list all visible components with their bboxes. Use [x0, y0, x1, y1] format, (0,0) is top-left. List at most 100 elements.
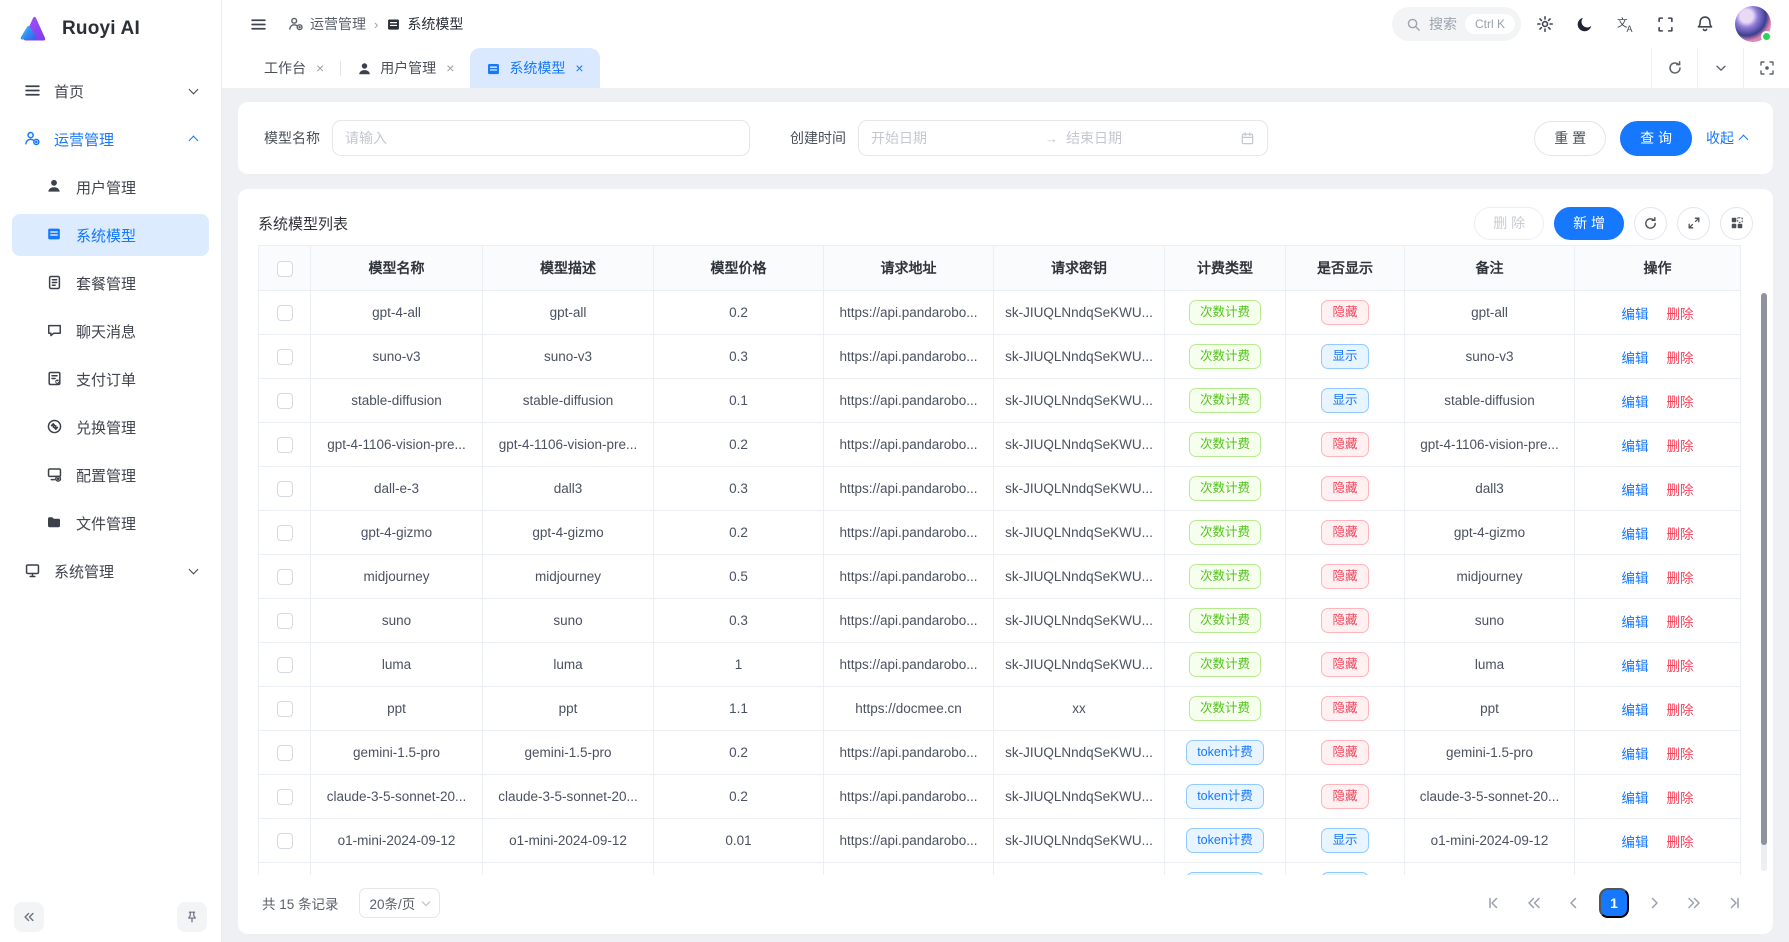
- delete-link[interactable]: 删除: [1666, 746, 1694, 762]
- sidebar-item-user-management[interactable]: 用户管理: [12, 166, 209, 208]
- row-checkbox[interactable]: [276, 568, 293, 585]
- delete-link[interactable]: 删除: [1666, 702, 1694, 718]
- sidebar-item-system-model[interactable]: 系统模型: [12, 214, 209, 256]
- global-search-button[interactable]: 搜索 Ctrl K: [1392, 7, 1521, 41]
- request-key-cell: xx: [993, 686, 1165, 731]
- delete-link[interactable]: 删除: [1666, 438, 1694, 454]
- page-size-select[interactable]: 20条/页: [358, 888, 441, 918]
- date-range-picker[interactable]: →: [858, 120, 1268, 156]
- reset-button[interactable]: 重 置: [1534, 120, 1607, 156]
- next-5-pages-button[interactable]: [1679, 888, 1709, 918]
- sidebar-item-system-management[interactable]: 系统管理: [12, 550, 209, 592]
- tab-menu-button[interactable]: [1697, 48, 1743, 88]
- current-page-button[interactable]: 1: [1599, 888, 1629, 918]
- breadcrumb-item-system-model[interactable]: 系统模型: [386, 14, 463, 34]
- tab-system-model[interactable]: 系统模型 ×: [470, 48, 600, 88]
- delete-link[interactable]: 删除: [1666, 394, 1694, 410]
- add-button[interactable]: 新 增: [1554, 206, 1624, 240]
- delete-button[interactable]: 删 除: [1474, 206, 1545, 240]
- edit-link[interactable]: 编辑: [1621, 350, 1649, 366]
- sidebar-item-package-management[interactable]: 套餐管理: [12, 262, 209, 304]
- delete-link[interactable]: 删除: [1666, 482, 1694, 498]
- sidebar-item-chat-messages[interactable]: 聊天消息: [12, 310, 209, 352]
- delete-link[interactable]: 删除: [1666, 350, 1694, 366]
- content-fullscreen-button[interactable]: [1743, 48, 1789, 88]
- table-fullscreen-button[interactable]: [1677, 206, 1710, 240]
- row-checkbox[interactable]: [276, 304, 293, 321]
- brand-area[interactable]: Ruoyi AI: [0, 0, 221, 58]
- column-settings-button[interactable]: [1720, 206, 1753, 240]
- end-date-input[interactable]: [1066, 130, 1232, 146]
- table-row: suno suno 0.3 https://api.pandarobo... sk-JI…: [258, 598, 1741, 643]
- edit-link[interactable]: 编辑: [1621, 746, 1649, 762]
- collapse-filter-link[interactable]: 收起: [1706, 128, 1749, 148]
- table-vertical-scrollbar[interactable]: [1761, 293, 1767, 871]
- edit-link[interactable]: 编辑: [1621, 570, 1649, 586]
- dark-mode-toggle[interactable]: [1569, 8, 1601, 40]
- sidebar-pin-button[interactable]: [177, 902, 207, 932]
- notifications-button[interactable]: [1689, 8, 1721, 40]
- row-checkbox[interactable]: [276, 832, 293, 849]
- sidebar-item-payment-orders[interactable]: 支付订单: [12, 358, 209, 400]
- row-checkbox[interactable]: [276, 744, 293, 761]
- delete-link[interactable]: 删除: [1666, 614, 1694, 630]
- sidebar-item-config-management[interactable]: 配置管理: [12, 454, 209, 496]
- user-icon: [46, 178, 64, 196]
- close-tab-icon[interactable]: ×: [316, 60, 325, 76]
- close-tab-icon[interactable]: ×: [446, 60, 455, 76]
- delete-link[interactable]: 删除: [1666, 834, 1694, 850]
- close-tab-icon[interactable]: ×: [575, 60, 584, 76]
- tab-workbench[interactable]: 工作台 ×: [248, 48, 340, 88]
- edit-link[interactable]: 编辑: [1621, 702, 1649, 718]
- edit-link[interactable]: 编辑: [1621, 306, 1649, 322]
- sidebar-item-redeem-management[interactable]: 兑换管理: [12, 406, 209, 448]
- row-checkbox[interactable]: [276, 348, 293, 365]
- start-date-input[interactable]: [871, 130, 1037, 146]
- tab-user-management[interactable]: 用户管理 ×: [341, 48, 470, 88]
- edit-link[interactable]: 编辑: [1621, 834, 1649, 850]
- edit-link[interactable]: 编辑: [1621, 790, 1649, 806]
- delete-link[interactable]: 删除: [1666, 658, 1694, 674]
- edit-link[interactable]: 编辑: [1621, 482, 1649, 498]
- hamburger-menu-button[interactable]: [242, 8, 274, 40]
- next-page-button[interactable]: [1639, 888, 1669, 918]
- row-checkbox[interactable]: [276, 436, 293, 453]
- table-scroll-area[interactable]: 模型名称 模型描述 模型价格 请求地址 请求密钥 计费类型 是否显示 备注 操作 gpt-4-a…: [258, 245, 1742, 875]
- select-all-checkbox[interactable]: [276, 260, 293, 277]
- sidebar-item-home[interactable]: 首页: [12, 70, 209, 112]
- delete-link[interactable]: 删除: [1666, 570, 1694, 586]
- row-checkbox[interactable]: [276, 700, 293, 717]
- delete-link[interactable]: 删除: [1666, 790, 1694, 806]
- last-page-button[interactable]: [1719, 888, 1749, 918]
- settings-button[interactable]: [1529, 8, 1561, 40]
- scrollbar-thumb[interactable]: [1761, 293, 1767, 845]
- delete-link[interactable]: 删除: [1666, 526, 1694, 542]
- row-checkbox[interactable]: [276, 524, 293, 541]
- edit-link[interactable]: 编辑: [1621, 394, 1649, 410]
- edit-link[interactable]: 编辑: [1621, 614, 1649, 630]
- row-checkbox[interactable]: [276, 656, 293, 673]
- breadcrumb-item-operations[interactable]: 运营管理: [288, 14, 366, 34]
- model-name-input[interactable]: [332, 120, 750, 156]
- sidebar-item-operations[interactable]: 运营管理: [12, 118, 209, 160]
- row-checkbox[interactable]: [276, 480, 293, 497]
- edit-link[interactable]: 编辑: [1621, 438, 1649, 454]
- prev-page-button[interactable]: [1559, 888, 1589, 918]
- prev-5-pages-button[interactable]: [1519, 888, 1549, 918]
- edit-link[interactable]: 编辑: [1621, 658, 1649, 674]
- sidebar-collapse-button[interactable]: [14, 902, 44, 932]
- row-checkbox[interactable]: [276, 788, 293, 805]
- row-checkbox[interactable]: [276, 392, 293, 409]
- user-avatar[interactable]: [1735, 6, 1772, 42]
- search-button[interactable]: 查 询: [1620, 120, 1692, 156]
- model-name-cell: dall-e-3: [310, 466, 483, 511]
- refresh-table-button[interactable]: [1634, 206, 1667, 240]
- first-page-button[interactable]: [1479, 888, 1509, 918]
- sidebar-item-file-management[interactable]: 文件管理: [12, 502, 209, 544]
- row-checkbox[interactable]: [276, 612, 293, 629]
- fullscreen-button[interactable]: [1649, 8, 1681, 40]
- delete-link[interactable]: 删除: [1666, 306, 1694, 322]
- refresh-tab-button[interactable]: [1651, 48, 1697, 88]
- edit-link[interactable]: 编辑: [1621, 526, 1649, 542]
